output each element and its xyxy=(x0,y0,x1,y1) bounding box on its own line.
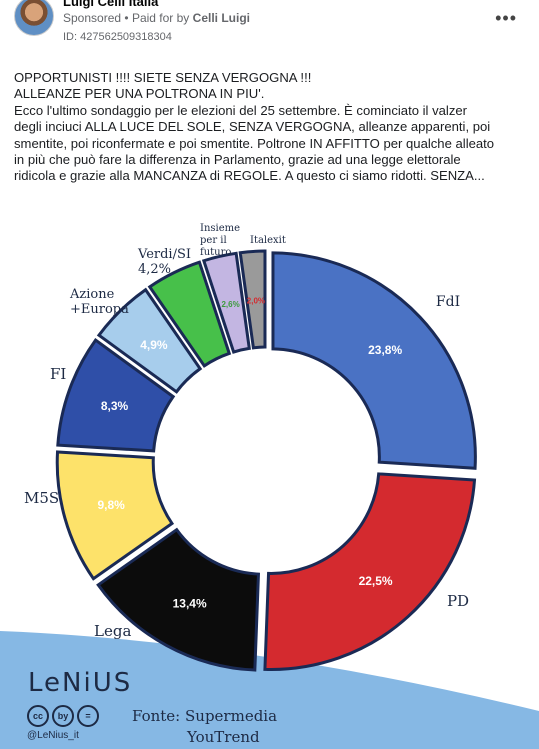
paid-for-prefix: Paid for by xyxy=(131,11,190,25)
source-line-2: YouTrend xyxy=(187,728,260,746)
slice-category-label: PD xyxy=(447,592,469,610)
sponsored-line: Sponsored • Paid for by Celli Luigi xyxy=(63,11,250,25)
source-line-1: Fonte: Supermedia xyxy=(132,707,278,725)
donut-chart: 23,8% FdI 22,5% PD 13,4% Lega 9,8% M5S 8,3% FI 4,9… xyxy=(0,223,539,749)
donut-slice-m5s xyxy=(55,450,175,581)
post-text-line: OPPORTUNISTI !!!! SIETE SENZA VERGOGNA !… xyxy=(14,70,312,85)
slice-value-label: 8,3% xyxy=(101,399,129,413)
slice-value-label: 22,5% xyxy=(359,574,393,588)
slice-category-label: +Europa xyxy=(70,302,129,317)
sponsored-label: Sponsored xyxy=(63,11,122,25)
slice-category-label: futuro xyxy=(200,247,231,258)
cc-icon: cc xyxy=(27,705,49,727)
slice-category-label: FI xyxy=(50,365,66,383)
donut-slice-lega xyxy=(96,527,261,672)
slice-category-label: Insieme xyxy=(200,223,240,234)
lenius-handle: @LeNius_it xyxy=(27,730,79,741)
page-name[interactable]: Luigi Celli Italia xyxy=(63,0,159,9)
post-text-line: in più che può fare la differenza in Par… xyxy=(14,152,461,168)
post-text-line: degli inciuci ALLA LUCE DEL SOLE, SENZA … xyxy=(14,119,491,135)
slice-value-label: 2,0% xyxy=(247,296,265,305)
post-image[interactable]: 23,8% FdI 22,5% PD 13,4% Lega 9,8% M5S 8,3% FI 4,9… xyxy=(0,211,539,749)
separator-dot: • xyxy=(124,11,132,25)
post-text: OPPORTUNISTI !!!! SIETE SENZA VERGOGNA !… xyxy=(14,70,524,185)
slice-category-label: Azione xyxy=(69,287,115,302)
slice-value-label: 13,4% xyxy=(173,596,207,610)
by-icon: by xyxy=(52,705,74,727)
donut-slice-fi xyxy=(56,337,176,453)
slice-category-label: M5S xyxy=(24,489,59,507)
chart-source: Fonte: Supermedia YouTrend xyxy=(132,706,277,748)
post-header: Luigi Celli Italia Sponsored • Paid for … xyxy=(0,0,539,52)
slice-value-label: 2,6% xyxy=(221,300,239,309)
slice-value-label: 23,8% xyxy=(368,343,402,357)
donut-slice-azione-europa xyxy=(96,287,203,394)
more-horizontal-icon[interactable]: ••• xyxy=(495,8,517,28)
slice-category-label: FdI xyxy=(436,294,460,310)
donut-slice-fdi xyxy=(271,251,477,470)
slice-category-label: Verdi/SI xyxy=(137,247,191,262)
ad-id: ID: 427562509318304 xyxy=(63,31,172,43)
slice-category-label: 4,2% xyxy=(138,262,171,277)
page-avatar[interactable] xyxy=(14,0,54,36)
sponsor-name[interactable]: Celli Luigi xyxy=(192,11,250,25)
slice-category-label: per il xyxy=(200,235,227,246)
footer-background-shape xyxy=(0,631,539,749)
donut-slice-pd xyxy=(263,472,477,671)
slice-category-label: Lega xyxy=(94,622,131,640)
post-text-line: ridicola e grazie alla MANCANZA di REGOL… xyxy=(14,168,485,184)
slice-category-label: Italexit xyxy=(250,235,286,246)
slice-value-label: 9,8% xyxy=(97,498,125,512)
donut-slice-verdi-si-4-2- xyxy=(147,260,232,368)
donut-slice-insieme-per-il-futuro xyxy=(201,251,251,354)
post-text-line: Ecco l'ultimo sondaggio per le elezioni … xyxy=(14,102,468,118)
lenius-logo: LeNiUS xyxy=(28,668,133,698)
donut-slice-italexit xyxy=(238,249,267,350)
noderivs-icon: = xyxy=(77,705,99,727)
post-text-line: smentite, poi riconfermate e poi smentit… xyxy=(14,135,495,151)
creative-commons-icons: cc by = xyxy=(27,705,99,727)
post-text-line: ALLEANZE PER UNA POLTRONA IN PIU'. xyxy=(14,86,265,102)
slice-value-label: 4,9% xyxy=(140,338,168,352)
